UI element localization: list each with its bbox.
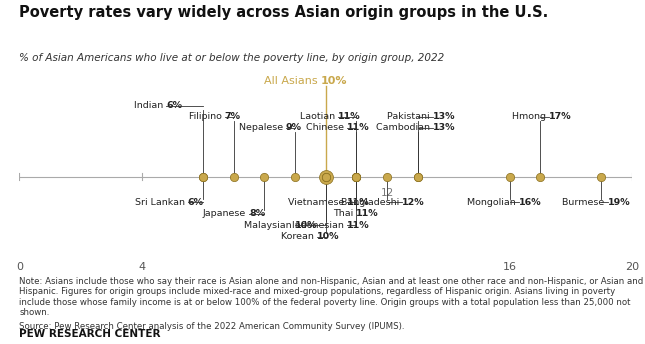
Text: Cambodian: Cambodian bbox=[376, 123, 433, 132]
Text: 11%: 11% bbox=[357, 209, 379, 218]
Text: Burmese: Burmese bbox=[562, 198, 608, 207]
Text: Indian: Indian bbox=[134, 101, 166, 110]
Text: 8%: 8% bbox=[249, 209, 265, 218]
Text: 13%: 13% bbox=[433, 123, 455, 132]
Text: 17%: 17% bbox=[550, 112, 572, 121]
Text: Korean: Korean bbox=[281, 232, 317, 241]
Text: 11%: 11% bbox=[347, 198, 370, 207]
Text: Sri Lankan: Sri Lankan bbox=[135, 198, 188, 207]
Text: 16%: 16% bbox=[519, 198, 541, 207]
Text: % of Asian Americans who live at or below the poverty line, by origin group, 202: % of Asian Americans who live at or belo… bbox=[19, 53, 444, 63]
Text: 13%: 13% bbox=[433, 112, 455, 121]
Text: 6%: 6% bbox=[166, 101, 183, 110]
Text: 12%: 12% bbox=[402, 198, 425, 207]
Text: Filipino: Filipino bbox=[189, 112, 224, 121]
Text: Note: Asians include those who say their race is Asian alone and non-Hispanic, A: Note: Asians include those who say their… bbox=[19, 277, 644, 317]
Text: Poverty rates vary widely across Asian origin groups in the U.S.: Poverty rates vary widely across Asian o… bbox=[19, 5, 549, 20]
Text: 10%: 10% bbox=[317, 232, 339, 241]
Text: 11%: 11% bbox=[347, 123, 370, 132]
Text: Laotian: Laotian bbox=[300, 112, 338, 121]
Text: 6%: 6% bbox=[188, 198, 204, 207]
Text: Nepalese: Nepalese bbox=[239, 123, 286, 132]
Text: Indonesian: Indonesian bbox=[292, 221, 347, 229]
Text: All Asians: All Asians bbox=[264, 76, 321, 86]
Text: Japanese: Japanese bbox=[203, 209, 249, 218]
Text: Chinese: Chinese bbox=[306, 123, 347, 132]
Text: 7%: 7% bbox=[224, 112, 241, 121]
Text: Hmong: Hmong bbox=[512, 112, 550, 121]
Text: PEW RESEARCH CENTER: PEW RESEARCH CENTER bbox=[19, 329, 161, 339]
Text: 11%: 11% bbox=[347, 221, 370, 229]
Text: 19%: 19% bbox=[608, 198, 630, 207]
Text: Bangladeshi: Bangladeshi bbox=[341, 198, 402, 207]
Text: 9%: 9% bbox=[286, 123, 302, 132]
Text: Thai: Thai bbox=[333, 209, 357, 218]
Text: Vietnamese: Vietnamese bbox=[288, 198, 347, 207]
Text: Malaysian: Malaysian bbox=[244, 221, 295, 229]
Text: 11%: 11% bbox=[338, 112, 361, 121]
Text: 10%: 10% bbox=[295, 221, 317, 229]
Text: Pakistani: Pakistani bbox=[388, 112, 433, 121]
Text: 12: 12 bbox=[381, 188, 393, 198]
Text: Mongolian: Mongolian bbox=[467, 198, 519, 207]
Text: Source: Pew Research Center analysis of the 2022 American Community Survey (IPUM: Source: Pew Research Center analysis of … bbox=[19, 322, 405, 331]
Text: 10%: 10% bbox=[321, 76, 348, 86]
